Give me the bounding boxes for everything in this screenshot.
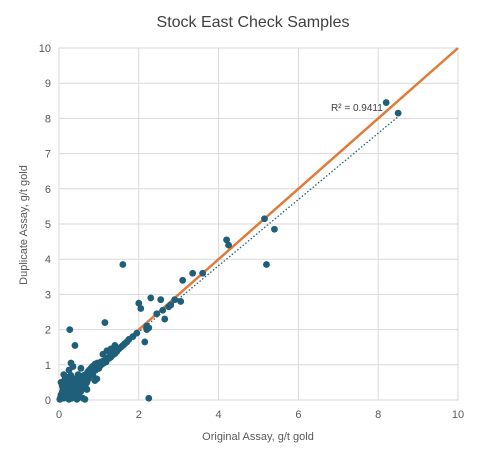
x-tick-label: 2 bbox=[136, 409, 142, 421]
data-point bbox=[66, 326, 74, 333]
data-point bbox=[167, 301, 175, 309]
data-point bbox=[179, 276, 187, 284]
chart-title: Stock East Check Samples bbox=[157, 14, 350, 31]
data-point bbox=[119, 261, 127, 268]
data-point bbox=[71, 342, 79, 349]
axis-layer: 0 1 2 3 4 5 6 7 8 9 10 0 2 4 6 8 10 bbox=[39, 43, 464, 421]
data-point bbox=[63, 373, 71, 381]
data-point bbox=[382, 99, 390, 106]
data-point bbox=[65, 366, 73, 374]
data-point bbox=[83, 386, 91, 393]
data-point bbox=[73, 395, 81, 403]
x-tick-label: 10 bbox=[452, 409, 464, 421]
y-axis-label: Duplicate Assay, g/t gold bbox=[18, 165, 30, 285]
data-point bbox=[189, 269, 197, 277]
data-point bbox=[101, 319, 109, 326]
trendline-label: R² = 0.9411 bbox=[331, 103, 383, 114]
y-tick-label: 8 bbox=[45, 113, 51, 125]
data-point bbox=[58, 382, 66, 390]
data-point bbox=[107, 345, 115, 353]
data-point bbox=[261, 215, 268, 223]
data-point bbox=[83, 379, 91, 386]
y-tick-label: 4 bbox=[45, 254, 51, 266]
data-point bbox=[135, 299, 143, 307]
trendline bbox=[126, 116, 399, 343]
data-point bbox=[147, 294, 155, 302]
y-tick-label: 5 bbox=[45, 219, 51, 231]
x-tick-label: 4 bbox=[216, 409, 222, 421]
y-tick-label: 0 bbox=[45, 395, 51, 407]
data-point bbox=[177, 298, 185, 305]
data-point bbox=[225, 241, 232, 249]
data-point bbox=[77, 387, 85, 395]
y-tick-label: 1 bbox=[45, 360, 51, 372]
data-point bbox=[137, 305, 145, 312]
data-point bbox=[161, 315, 169, 323]
data-point bbox=[145, 324, 153, 332]
y-tick-label: 7 bbox=[45, 149, 51, 161]
grid-layer bbox=[58, 47, 459, 401]
y-tick-label: 2 bbox=[45, 325, 51, 337]
x-tick-label: 8 bbox=[375, 409, 381, 421]
points-layer bbox=[56, 99, 402, 403]
data-point bbox=[89, 371, 97, 379]
y-tick-label: 6 bbox=[45, 184, 51, 196]
data-point bbox=[271, 225, 278, 233]
data-point bbox=[159, 306, 167, 314]
x-tick-label: 6 bbox=[295, 409, 301, 421]
x-axis-label: Original Assay, g/t gold bbox=[202, 431, 314, 443]
data-point bbox=[77, 364, 85, 372]
data-point bbox=[263, 261, 270, 268]
data-point bbox=[171, 296, 179, 304]
data-point bbox=[74, 371, 82, 379]
data-point bbox=[95, 364, 103, 372]
data-point bbox=[81, 395, 89, 403]
y-tick-label: 9 bbox=[45, 78, 51, 90]
x-tick-label: 0 bbox=[56, 409, 62, 421]
data-point bbox=[157, 296, 165, 304]
data-point bbox=[141, 338, 149, 346]
data-point bbox=[133, 329, 141, 337]
y-tick-label: 3 bbox=[45, 289, 51, 301]
y-tick-label: 10 bbox=[39, 43, 51, 55]
data-point bbox=[145, 394, 153, 402]
data-point bbox=[223, 236, 230, 244]
data-point bbox=[394, 109, 402, 117]
data-point bbox=[99, 350, 107, 358]
data-point bbox=[153, 310, 161, 318]
data-point bbox=[199, 269, 207, 277]
